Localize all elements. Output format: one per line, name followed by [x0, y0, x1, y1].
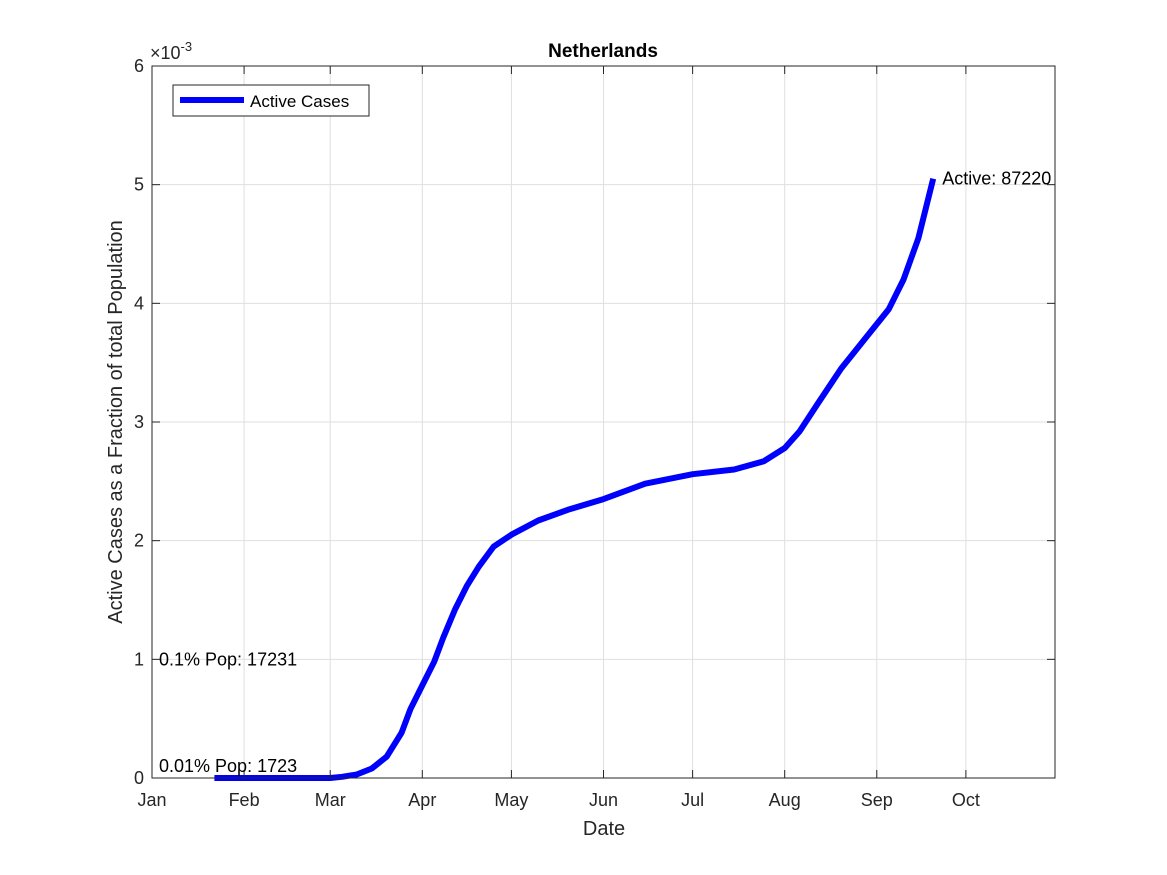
y-tick-label: 4: [134, 293, 144, 313]
annotations: Active: 87220 0.1% Pop: 17231 0.01% Pop: 1…: [159, 169, 1051, 776]
y-tick-label: 3: [134, 412, 144, 432]
series-layer: [214, 177, 937, 781]
annotation-label: 0.01% Pop: 1723: [159, 756, 297, 776]
annotation-label: Active: 87220: [942, 169, 1051, 189]
y-tick-label: 0: [134, 768, 144, 788]
x-tick-label: Oct: [952, 790, 980, 810]
y-axis-exponent-power: -3: [181, 39, 193, 54]
x-axis-title: Date: [583, 818, 625, 840]
tick-marks: [151, 65, 1055, 779]
x-tick-label: Aug: [769, 790, 801, 810]
x-tick-label: Apr: [408, 790, 436, 810]
x-tick-label: Sep: [861, 790, 893, 810]
series-line-active-cases: [214, 177, 937, 781]
x-tick-label: Jan: [137, 790, 166, 810]
y-axis-title: Active Cases as a Fraction of total Popu…: [105, 220, 127, 624]
legend: Active Cases: [172, 84, 370, 117]
y-tick-label: 5: [134, 175, 144, 195]
grid-lines: [152, 66, 1055, 778]
y-tick-label: 6: [134, 56, 144, 76]
y-tick-labels: 0 1 2 3 4 5 6: [134, 56, 144, 788]
x-tick-label: Jul: [681, 790, 704, 810]
y-axis-exponent-base: ×10: [150, 43, 181, 63]
x-tick-label: Jun: [589, 790, 618, 810]
x-tick-labels: Jan Feb Mar Apr May Jun Jul Aug Sep Oct: [137, 790, 979, 810]
x-tick-label: Feb: [229, 790, 260, 810]
y-tick-label: 2: [134, 531, 144, 551]
y-axis-exponent: ×10-3: [150, 39, 192, 63]
annotation-label: 0.1% Pop: 17231: [159, 649, 297, 669]
x-tick-label: May: [494, 790, 528, 810]
chart-title: Netherlands: [548, 41, 658, 62]
legend-label: Active Cases: [250, 92, 349, 111]
x-tick-label: Mar: [315, 790, 346, 810]
y-tick-label: 1: [134, 649, 144, 669]
